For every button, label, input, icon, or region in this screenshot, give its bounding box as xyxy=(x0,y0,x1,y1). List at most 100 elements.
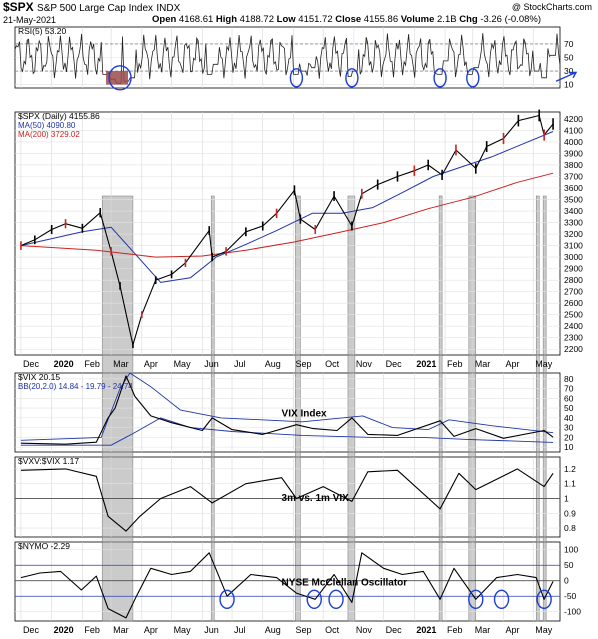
x-tick-label-top: Apr xyxy=(506,359,520,369)
y-tick-label-price: 3100 xyxy=(564,241,583,251)
annotation-marks xyxy=(108,65,578,610)
x-tick-label-bottom: Jul xyxy=(234,625,246,635)
nymo-annotation-ellipse xyxy=(306,589,322,610)
y-tick-label-price: 2600 xyxy=(564,298,583,308)
date-label: 21-May-2021 xyxy=(3,15,57,25)
x-tick-label-top: Jul xyxy=(234,359,246,369)
rsi-overbought-fill xyxy=(27,39,29,44)
rsi-overbought-fill xyxy=(270,38,273,44)
x-tick-label-top: 2020 xyxy=(54,359,74,369)
ma-legend-0: MA(50) 4090.80 xyxy=(18,121,76,130)
y-tick-label-vxv_vix: 1 xyxy=(564,493,569,503)
x-tick-label-top: Nov xyxy=(356,359,373,369)
highlight-band-2 xyxy=(295,195,301,622)
panel-title-vxv_vix: 3m vs. 1m VIX xyxy=(282,493,350,504)
rsi-line xyxy=(14,33,561,84)
low-label: Low xyxy=(276,14,296,25)
close-label: Close xyxy=(335,14,362,25)
x-tick-label-bottom: May xyxy=(535,625,553,635)
highlight-band-5 xyxy=(468,195,477,622)
x-tick-label-bottom: Feb xyxy=(447,625,463,635)
y-tick-label-price: 4000 xyxy=(564,137,583,147)
bb-legend: BB(20,2.0) 14.84 - 19.79 - 24.74 xyxy=(18,382,133,391)
y-tick-label-price: 2900 xyxy=(564,264,583,274)
ma200-line xyxy=(20,172,554,258)
axis-labels: Dec Dec 2020 2020 Feb Feb Mar Mar Apr Apr May May Ju… xyxy=(18,26,583,635)
y-tick-label-nymo: -100 xyxy=(564,607,581,617)
x-tick-label-bottom: Feb xyxy=(84,625,100,635)
nymo-annotation-ellipse xyxy=(328,589,344,610)
series-lines xyxy=(14,33,561,619)
y-tick-label-rsi: 10 xyxy=(564,80,574,90)
panel-title-nymo: NYSE McClellan Oscillator xyxy=(282,577,408,588)
open-value: 4168.61 xyxy=(178,14,214,25)
ma50-line xyxy=(20,131,554,283)
y-tick-label-vxv_vix: 0.8 xyxy=(564,523,576,533)
y-tick-label-price: 3700 xyxy=(564,171,583,181)
x-tick-label-top: 2021 xyxy=(416,359,436,369)
x-tick-label-bottom: Apr xyxy=(144,625,158,635)
rsi-annotation-ellipse xyxy=(108,65,132,91)
y-tick-label-price: 2800 xyxy=(564,275,583,285)
x-tick-label-top: Dec xyxy=(386,359,403,369)
x-tick-label-bottom: Apr xyxy=(506,625,520,635)
x-tick-label-bottom: Dec xyxy=(386,625,403,635)
y-tick-label-vix: 80 xyxy=(564,374,574,384)
y-tick-label-nymo: -50 xyxy=(564,591,577,601)
exchange-label: INDX xyxy=(156,3,181,14)
high-value: 4188.72 xyxy=(239,14,274,25)
highlight-band-4 xyxy=(438,195,443,622)
x-tick-label-bottom: Dec xyxy=(23,625,40,635)
legend-nymo: $NYMO -2.29 xyxy=(18,541,70,551)
x-tick-label-top: Mar xyxy=(475,359,491,369)
x-tick-label-bottom: Mar xyxy=(113,625,129,635)
x-tick-label-bottom: 2020 xyxy=(54,625,74,635)
y-tick-label-price: 4200 xyxy=(564,114,583,124)
legend-price: $SPX (Daily) 4155.86 xyxy=(18,111,100,121)
y-tick-label-vix: 30 xyxy=(564,423,574,433)
chg-value: -3.26 (-0.08%) xyxy=(480,14,542,25)
highlight-band-6 xyxy=(535,195,540,622)
panel-frame-price xyxy=(14,111,561,356)
y-tick-label-price: 2700 xyxy=(564,287,583,297)
credit-label: @ StockCharts.com xyxy=(511,2,592,12)
y-tick-label-vix: 70 xyxy=(564,384,574,394)
y-tick-label-vix: 20 xyxy=(564,432,574,442)
x-tick-label-top: Jun xyxy=(204,359,219,369)
x-tick-label-bottom: Mar xyxy=(475,625,491,635)
y-tick-label-price: 3600 xyxy=(564,183,583,193)
x-tick-label-bottom: Jun xyxy=(204,625,219,635)
nymo-annotation-ellipse xyxy=(536,589,552,610)
highlight-band-7 xyxy=(542,195,547,622)
panel-frame-vix xyxy=(14,372,561,453)
x-tick-label-top: May xyxy=(535,359,553,369)
x-tick-label-top: Oct xyxy=(325,359,340,369)
panel-title-vix: VIX Index xyxy=(282,408,327,419)
x-tick-label-bottom: Nov xyxy=(356,625,373,635)
nymo-annotation-ellipse xyxy=(493,589,510,610)
close-value: 4155.86 xyxy=(363,14,399,25)
nymo-annotation-ellipse xyxy=(468,589,484,610)
y-tick-label-vxv_vix: 1.1 xyxy=(564,479,576,489)
x-tick-label-top: Feb xyxy=(447,359,463,369)
vxv-vix-line xyxy=(20,468,554,532)
rsi-arrow-head xyxy=(569,71,578,79)
y-tick-label-price: 2300 xyxy=(564,333,583,343)
rsi-oversold-fill xyxy=(106,71,129,85)
y-tick-label-nymo: 0 xyxy=(564,576,569,586)
rsi-annotation-ellipse xyxy=(345,68,359,88)
rsi-annotation-ellipse xyxy=(433,68,447,88)
y-tick-label-price: 3800 xyxy=(564,160,583,170)
y-tick-label-vxv_vix: 1.2 xyxy=(564,464,576,474)
highlight-band-1 xyxy=(210,195,215,622)
volume-value: 2.1B xyxy=(437,14,457,25)
y-tick-label-price: 3400 xyxy=(564,206,583,216)
bb-lower-line xyxy=(20,417,554,446)
chart-title: $SPX S&P 500 Large Cap Index INDX xyxy=(3,0,180,14)
chg-label: Chg xyxy=(459,14,478,25)
low-value: 4151.72 xyxy=(298,14,333,25)
symbol-label: $SPX xyxy=(3,0,34,14)
highlight-band-0 xyxy=(101,195,134,622)
panel-frame-nymo xyxy=(14,541,561,622)
